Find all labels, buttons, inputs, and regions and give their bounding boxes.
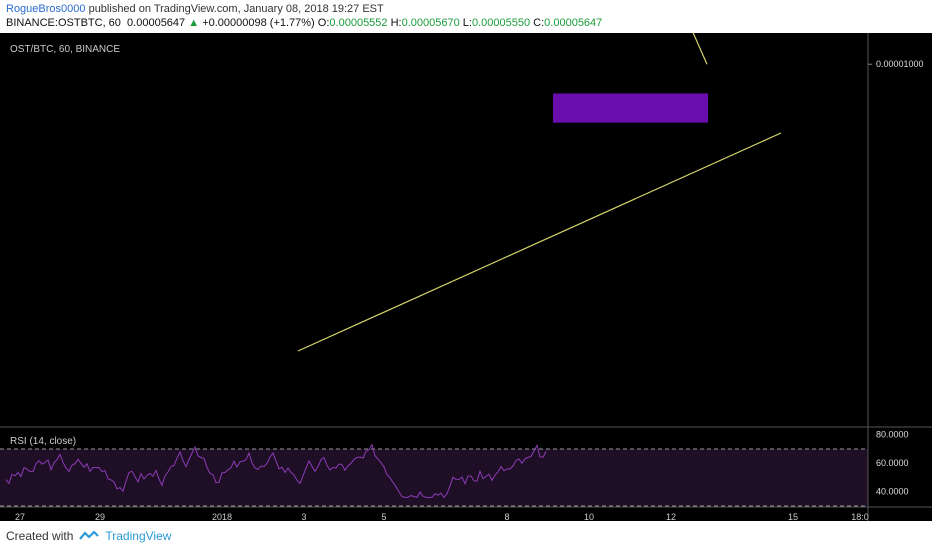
- rsi-pane: [0, 443, 868, 507]
- time-tick-label: 10: [584, 512, 594, 521]
- open-label: O:: [317, 17, 330, 29]
- created-with-label: Created with: [6, 529, 74, 543]
- axes: 0.000010000.000020000.000030000.00004000…: [0, 33, 932, 521]
- time-tick-label: 18:0: [851, 512, 869, 521]
- high-label: H:: [390, 17, 402, 29]
- time-tick-label: 8: [504, 512, 509, 521]
- target-zone-box: [553, 93, 708, 123]
- trend-channel[interactable]: [223, 33, 782, 352]
- last-price: 0.00005647: [127, 17, 186, 29]
- low-label: L:: [462, 17, 472, 29]
- rsi-title: RSI (14, close): [10, 436, 76, 447]
- symbol-label: BINANCE:OSTBTC, 60: [6, 17, 121, 29]
- change-value: +0.00000098 (+1.77%): [202, 17, 315, 29]
- rsi-line: [5, 443, 547, 499]
- tradingview-link[interactable]: TradingView: [105, 529, 172, 543]
- target-zone[interactable]: [553, 93, 708, 123]
- time-tick-label: 2018: [212, 512, 232, 521]
- close-value: 0.00005647: [544, 17, 603, 29]
- time-tick-label: 29: [95, 512, 105, 521]
- chart-area[interactable]: 0.000010000.000020000.000030000.00004000…: [0, 33, 932, 521]
- rsi-tick-label: 60.0000: [876, 458, 909, 468]
- rsi-tick-label: 80.0000: [876, 430, 909, 440]
- time-tick-label: 3: [301, 512, 306, 521]
- channel-lower-line: [297, 132, 782, 352]
- high-value: 0.00005670: [401, 17, 460, 29]
- close-label: C:: [533, 17, 545, 29]
- time-tick-label: 5: [381, 512, 386, 521]
- publish-text: published on TradingView.com, January 08…: [85, 3, 384, 15]
- price-tick-label: 0.00001000: [876, 59, 924, 69]
- time-tick-label: 27: [15, 512, 25, 521]
- ohlc-bar: BINANCE:OSTBTC, 60 0.00005647 ▲ +0.00000…: [6, 17, 602, 29]
- change-up-icon: ▲: [188, 17, 200, 29]
- chart-background: [0, 33, 932, 521]
- rsi-band: [0, 448, 868, 506]
- author-link[interactable]: RogueBros0000: [6, 3, 86, 15]
- footer: Created with TradingView: [6, 529, 171, 543]
- chart-title: OST/BTC, 60, BINANCE: [10, 44, 120, 55]
- publish-info: RogueBros0000 published on TradingView.c…: [6, 3, 384, 15]
- tradingview-logo-icon: [79, 530, 100, 540]
- time-tick-label: 12: [666, 512, 676, 521]
- open-value: 0.00005552: [329, 17, 388, 29]
- low-value: 0.00005550: [471, 17, 531, 29]
- rsi-tick-label: 40.0000: [876, 487, 909, 497]
- price-axis-panel: [868, 33, 932, 521]
- time-tick-label: 15: [788, 512, 798, 521]
